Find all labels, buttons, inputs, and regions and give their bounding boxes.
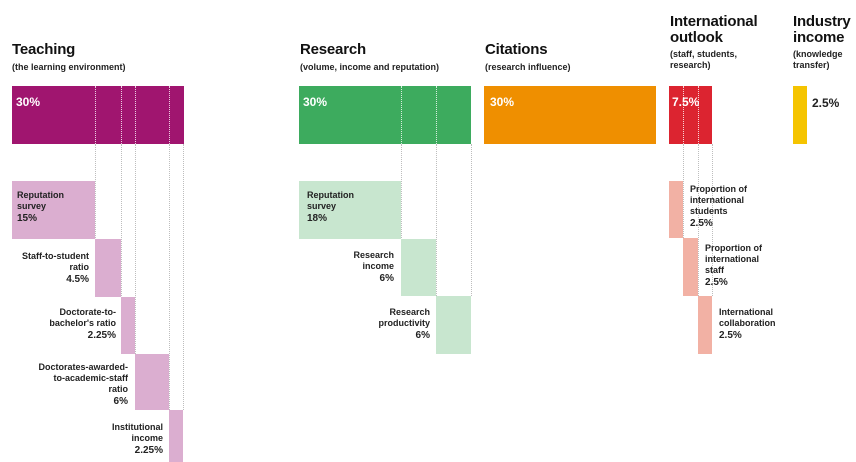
international-subbar	[683, 238, 698, 296]
teaching-subbar	[135, 354, 169, 410]
teaching-divider	[95, 86, 96, 144]
teaching-weight: 30%	[16, 95, 41, 109]
international-item-label: Proportion of international students 2.5%	[690, 184, 747, 229]
teaching-divider	[169, 86, 170, 144]
international-divider	[698, 86, 699, 144]
international-title-2: outlook	[670, 29, 723, 46]
industry-weight: 2.5%	[812, 96, 840, 110]
international-weight: 7.5%	[672, 95, 700, 109]
teaching-item-label: Staff-to-student ratio 4.5%	[22, 251, 89, 285]
research-guide	[471, 144, 472, 296]
industry-main-bar	[793, 86, 807, 144]
teaching-subtitle: (the learning environment)	[12, 62, 126, 72]
teaching-item-label: Doctorates-awarded-to-academic-staff rati…	[38, 362, 128, 407]
research-weight: 30%	[303, 95, 328, 109]
international-subbar	[698, 296, 712, 354]
research-title: Research	[300, 41, 366, 58]
research-divider	[401, 86, 402, 144]
industry-title-1: Industry	[793, 13, 851, 30]
international-subtitle-1: (staff, students,	[670, 49, 738, 59]
international-guide	[698, 144, 699, 296]
citations-subtitle: (research influence)	[485, 62, 571, 72]
international-item-label: International collaboration 2.5%	[719, 307, 776, 341]
teaching-divider	[121, 86, 122, 144]
teaching-item-label: Doctorate-to-bachelor's ratio 2.25%	[49, 307, 116, 341]
teaching-guide	[183, 144, 184, 410]
research-guide	[401, 144, 402, 240]
international-title-1: International	[670, 13, 758, 30]
research-subbar	[436, 296, 471, 354]
international-item-label: Proportion of international staff 2.5%	[705, 243, 762, 288]
research-item-label: Reputation survey 18%	[307, 190, 354, 224]
citations-weight: 30%	[490, 95, 515, 109]
teaching-subbar	[95, 239, 121, 297]
teaching-main-bar	[12, 86, 184, 144]
teaching-subbar	[12, 181, 95, 239]
teaching-divider	[135, 86, 136, 144]
industry-title-2: income	[793, 29, 845, 46]
teaching-guide	[121, 144, 122, 298]
international-guide	[712, 144, 713, 296]
teaching-subbar	[121, 297, 135, 354]
industry-subtitle-2: transfer)	[793, 60, 830, 70]
teaching-guide	[135, 144, 136, 354]
research-item-label: Research income 6%	[353, 250, 394, 284]
international-divider	[683, 86, 684, 144]
teaching-guide	[169, 144, 170, 410]
research-subtitle: (volume, income and reputation)	[300, 62, 440, 72]
international-guide	[683, 144, 684, 238]
international-main-bar	[669, 86, 712, 144]
research-subbar	[299, 181, 401, 239]
research-item-label: Research productivity 6%	[378, 307, 430, 341]
citations-title: Citations	[485, 41, 548, 58]
teaching-subbar	[169, 410, 183, 462]
teaching-title: Teaching	[12, 41, 76, 58]
international-subtitle-2: research)	[670, 60, 711, 70]
citations-main-bar	[484, 86, 656, 144]
research-subbar	[401, 239, 436, 296]
industry-subtitle-1: (knowledge	[793, 49, 843, 59]
research-divider	[436, 86, 437, 144]
research-guide	[436, 144, 437, 296]
international-subbar	[669, 181, 683, 238]
research-main-bar	[299, 86, 471, 144]
teaching-item-label: Institutional income 2.25%	[112, 422, 163, 456]
teaching-item-label: Reputation survey 15%	[17, 190, 64, 224]
teaching-guide	[95, 144, 96, 240]
